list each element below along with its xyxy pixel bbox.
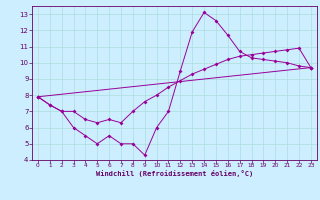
X-axis label: Windchill (Refroidissement éolien,°C): Windchill (Refroidissement éolien,°C) xyxy=(96,170,253,177)
